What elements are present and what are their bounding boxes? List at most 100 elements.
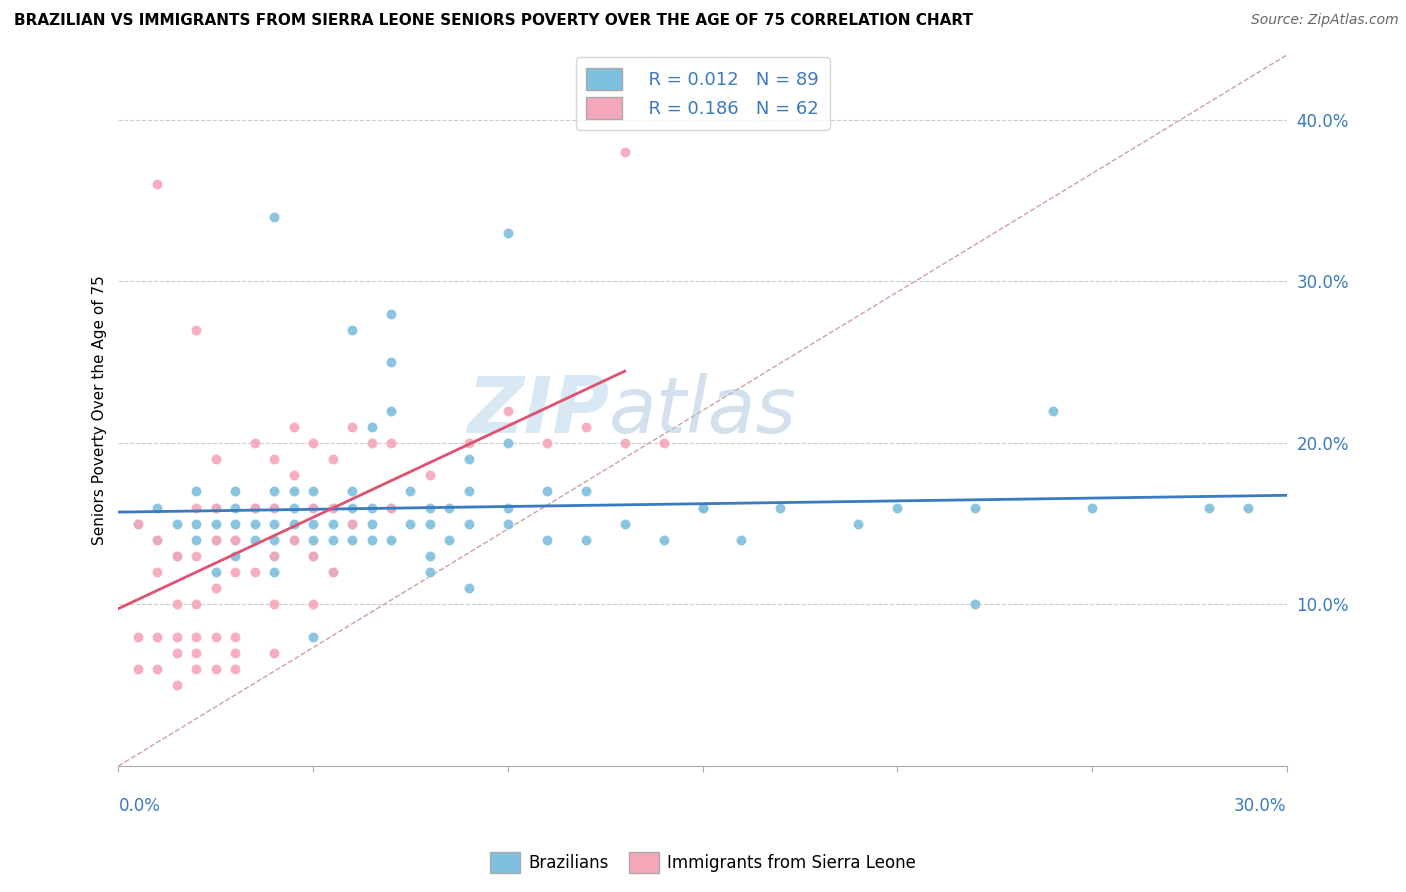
Text: atlas: atlas	[609, 373, 797, 449]
Point	[340, 484, 363, 499]
Point	[1198, 500, 1220, 515]
Point	[360, 533, 382, 547]
Point	[146, 533, 169, 547]
Point	[186, 533, 208, 547]
Point	[263, 565, 285, 579]
Point	[302, 630, 325, 644]
Point	[322, 516, 344, 531]
Point	[340, 419, 363, 434]
Point	[166, 678, 188, 692]
Point	[439, 500, 461, 515]
Point	[846, 516, 869, 531]
Point	[146, 662, 169, 676]
Point	[186, 516, 208, 531]
Point	[457, 582, 479, 596]
Point	[263, 549, 285, 563]
Point	[457, 516, 479, 531]
Point	[283, 516, 305, 531]
Point	[536, 484, 558, 499]
Point	[204, 500, 226, 515]
Point	[263, 598, 285, 612]
Point	[575, 419, 598, 434]
Point	[186, 323, 208, 337]
Point	[166, 549, 188, 563]
Point	[224, 565, 246, 579]
Point	[575, 533, 598, 547]
Point	[186, 484, 208, 499]
Point	[146, 533, 169, 547]
Point	[204, 533, 226, 547]
Point	[419, 516, 441, 531]
Point	[439, 533, 461, 547]
Point	[360, 500, 382, 515]
Point	[243, 500, 266, 515]
Point	[146, 630, 169, 644]
Point	[283, 484, 305, 499]
Point	[769, 500, 792, 515]
Point	[302, 436, 325, 450]
Point	[283, 533, 305, 547]
Point	[263, 533, 285, 547]
Point	[496, 226, 519, 240]
Point	[263, 484, 285, 499]
Point	[399, 484, 422, 499]
Point	[127, 516, 149, 531]
Legend:   R = 0.012   N = 89,   R = 0.186   N = 62: R = 0.012 N = 89, R = 0.186 N = 62	[575, 57, 830, 130]
Point	[340, 516, 363, 531]
Point	[204, 582, 226, 596]
Point	[419, 500, 441, 515]
Point	[204, 565, 226, 579]
Point	[204, 533, 226, 547]
Point	[224, 533, 246, 547]
Text: BRAZILIAN VS IMMIGRANTS FROM SIERRA LEONE SENIORS POVERTY OVER THE AGE OF 75 COR: BRAZILIAN VS IMMIGRANTS FROM SIERRA LEON…	[14, 13, 973, 29]
Point	[322, 565, 344, 579]
Point	[146, 178, 169, 192]
Point	[186, 646, 208, 660]
Point	[186, 598, 208, 612]
Legend: Brazilians, Immigrants from Sierra Leone: Brazilians, Immigrants from Sierra Leone	[484, 846, 922, 880]
Point	[692, 500, 714, 515]
Point	[322, 533, 344, 547]
Point	[360, 436, 382, 450]
Point	[322, 500, 344, 515]
Point	[322, 565, 344, 579]
Point	[204, 662, 226, 676]
Point	[380, 500, 402, 515]
Point	[322, 500, 344, 515]
Point	[340, 533, 363, 547]
Point	[613, 145, 636, 159]
Point	[1236, 500, 1258, 515]
Point	[283, 419, 305, 434]
Point	[283, 500, 305, 515]
Point	[146, 565, 169, 579]
Point	[457, 452, 479, 467]
Point	[263, 452, 285, 467]
Point	[613, 436, 636, 450]
Text: ZIP: ZIP	[467, 373, 609, 449]
Point	[146, 500, 169, 515]
Point	[204, 452, 226, 467]
Point	[166, 630, 188, 644]
Point	[419, 565, 441, 579]
Point	[302, 516, 325, 531]
Point	[166, 549, 188, 563]
Point	[224, 533, 246, 547]
Point	[283, 468, 305, 483]
Point	[965, 598, 987, 612]
Point	[224, 646, 246, 660]
Point	[536, 436, 558, 450]
Point	[380, 436, 402, 450]
Point	[224, 549, 246, 563]
Point	[263, 646, 285, 660]
Point	[243, 565, 266, 579]
Point	[652, 436, 675, 450]
Point	[186, 630, 208, 644]
Point	[652, 533, 675, 547]
Point	[496, 436, 519, 450]
Point	[243, 500, 266, 515]
Point	[302, 598, 325, 612]
Point	[340, 323, 363, 337]
Point	[283, 533, 305, 547]
Point	[127, 662, 149, 676]
Point	[496, 500, 519, 515]
